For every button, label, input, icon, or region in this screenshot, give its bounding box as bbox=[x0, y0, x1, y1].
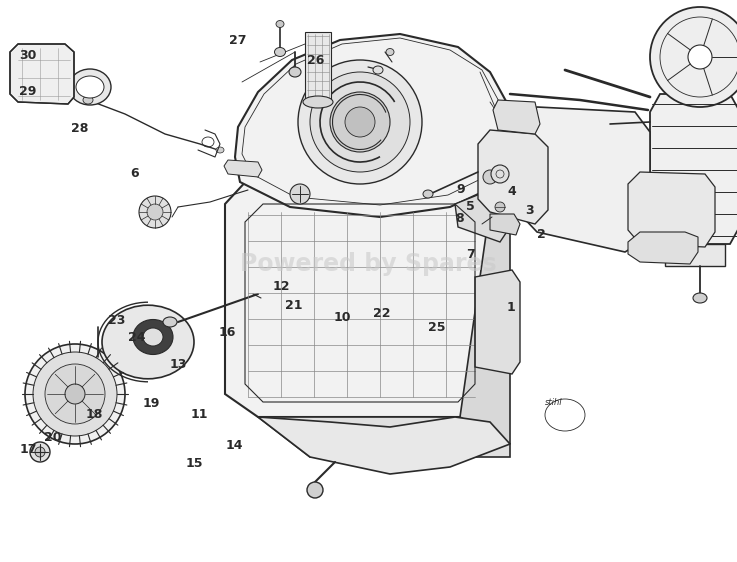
Ellipse shape bbox=[163, 317, 177, 327]
Text: 20: 20 bbox=[44, 430, 62, 444]
Ellipse shape bbox=[423, 190, 433, 198]
Text: 26: 26 bbox=[307, 54, 324, 67]
Polygon shape bbox=[258, 417, 510, 474]
Text: 15: 15 bbox=[185, 457, 203, 470]
Circle shape bbox=[33, 352, 117, 436]
Circle shape bbox=[491, 165, 509, 183]
Polygon shape bbox=[455, 194, 510, 242]
Text: 8: 8 bbox=[455, 211, 464, 225]
Polygon shape bbox=[490, 214, 520, 235]
Text: 21: 21 bbox=[284, 298, 302, 312]
Text: 16: 16 bbox=[218, 326, 236, 339]
Text: 9: 9 bbox=[456, 183, 465, 197]
Ellipse shape bbox=[76, 76, 104, 98]
Polygon shape bbox=[460, 207, 510, 444]
Circle shape bbox=[495, 202, 505, 212]
Text: 19: 19 bbox=[142, 397, 160, 410]
Circle shape bbox=[330, 92, 390, 152]
Text: 23: 23 bbox=[108, 314, 125, 327]
Circle shape bbox=[650, 7, 737, 107]
Ellipse shape bbox=[83, 96, 93, 104]
Circle shape bbox=[483, 170, 497, 184]
Polygon shape bbox=[235, 34, 518, 217]
Ellipse shape bbox=[133, 320, 173, 355]
Text: 3: 3 bbox=[525, 204, 534, 217]
Circle shape bbox=[307, 482, 323, 498]
Text: 12: 12 bbox=[273, 280, 290, 293]
Text: 18: 18 bbox=[85, 408, 103, 422]
Text: 4: 4 bbox=[508, 184, 517, 198]
Polygon shape bbox=[258, 417, 510, 457]
Polygon shape bbox=[493, 100, 540, 134]
Text: 7: 7 bbox=[466, 247, 475, 261]
Text: 2: 2 bbox=[537, 228, 546, 242]
Ellipse shape bbox=[289, 67, 301, 77]
Circle shape bbox=[290, 184, 310, 204]
Polygon shape bbox=[520, 107, 650, 252]
Polygon shape bbox=[628, 172, 715, 247]
Polygon shape bbox=[305, 32, 331, 102]
Circle shape bbox=[345, 107, 375, 137]
Text: 5: 5 bbox=[466, 200, 475, 213]
Circle shape bbox=[139, 196, 171, 228]
Polygon shape bbox=[225, 177, 490, 417]
Polygon shape bbox=[665, 244, 725, 266]
Circle shape bbox=[30, 442, 50, 462]
Text: 25: 25 bbox=[428, 321, 446, 334]
Text: 30: 30 bbox=[19, 48, 37, 62]
Text: 28: 28 bbox=[71, 121, 88, 135]
Ellipse shape bbox=[276, 20, 284, 28]
Text: 1: 1 bbox=[506, 301, 515, 315]
Text: 14: 14 bbox=[226, 439, 243, 452]
Text: 27: 27 bbox=[228, 34, 246, 47]
Ellipse shape bbox=[143, 328, 163, 346]
Polygon shape bbox=[10, 44, 74, 104]
Ellipse shape bbox=[386, 48, 394, 56]
Text: 17: 17 bbox=[19, 443, 37, 456]
Text: stihl: stihl bbox=[545, 398, 562, 407]
Text: 24: 24 bbox=[128, 330, 145, 344]
Text: Powered by Spares: Powered by Spares bbox=[240, 252, 497, 276]
Circle shape bbox=[45, 364, 105, 424]
Circle shape bbox=[147, 204, 163, 220]
Ellipse shape bbox=[274, 48, 285, 57]
Ellipse shape bbox=[693, 293, 707, 303]
Circle shape bbox=[25, 344, 125, 444]
Ellipse shape bbox=[303, 96, 333, 108]
Polygon shape bbox=[478, 130, 548, 224]
Polygon shape bbox=[628, 232, 698, 264]
Text: 22: 22 bbox=[373, 307, 391, 320]
Polygon shape bbox=[475, 270, 520, 374]
Ellipse shape bbox=[102, 305, 194, 379]
Polygon shape bbox=[650, 94, 737, 244]
Ellipse shape bbox=[216, 147, 224, 153]
Circle shape bbox=[310, 72, 410, 172]
Text: 29: 29 bbox=[19, 85, 37, 98]
Text: 10: 10 bbox=[334, 311, 352, 324]
Ellipse shape bbox=[373, 66, 383, 74]
Circle shape bbox=[35, 447, 45, 457]
Text: 13: 13 bbox=[170, 357, 187, 371]
Text: 6: 6 bbox=[130, 166, 139, 180]
Circle shape bbox=[298, 60, 422, 184]
Circle shape bbox=[688, 45, 712, 69]
Polygon shape bbox=[224, 160, 262, 177]
Circle shape bbox=[65, 384, 85, 404]
Text: 11: 11 bbox=[190, 408, 208, 422]
Ellipse shape bbox=[69, 69, 111, 105]
